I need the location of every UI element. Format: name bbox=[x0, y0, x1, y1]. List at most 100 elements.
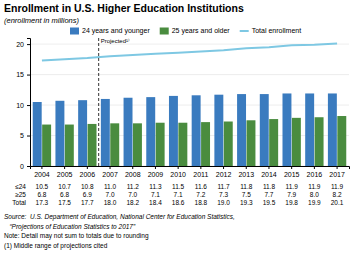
table-row-label: Total bbox=[12, 199, 26, 206]
bar bbox=[305, 93, 314, 166]
bar bbox=[269, 119, 278, 166]
x-tick-label: 2013 bbox=[238, 171, 254, 178]
x-tick: 2017 bbox=[329, 166, 345, 178]
y-tick: 10 bbox=[16, 102, 30, 109]
bar bbox=[146, 97, 155, 166]
table-cell: 11.8 bbox=[263, 183, 276, 190]
table-cell: 11.9 bbox=[331, 183, 344, 190]
grid-line bbox=[30, 135, 349, 136]
table-cell: 18.0 bbox=[104, 199, 117, 206]
legend-swatch bbox=[160, 28, 169, 35]
x-tick-mark bbox=[337, 166, 338, 169]
table-cell: 6.9 bbox=[83, 191, 92, 198]
table-cell: 8.2 bbox=[333, 191, 342, 198]
table-cell: 19.3 bbox=[240, 199, 253, 206]
note: Source: U.S. Department of Education, Na… bbox=[4, 213, 235, 221]
bar bbox=[292, 118, 301, 166]
table-cell: 10.8 bbox=[81, 183, 94, 190]
table-cell: 18.4 bbox=[149, 199, 162, 206]
x-tick: 2013 bbox=[238, 166, 254, 178]
title: Enrollment in U.S. Higher Education Inst… bbox=[4, 2, 244, 14]
table-cell: 11.9 bbox=[308, 183, 321, 190]
y-tick-label: 15 bbox=[16, 71, 24, 78]
x-tick: 2008 bbox=[125, 166, 141, 178]
table-row-label: ≤24 bbox=[15, 183, 26, 190]
bar bbox=[260, 94, 269, 166]
y-tick-mark bbox=[27, 136, 30, 137]
x-tick: 2009 bbox=[148, 166, 164, 178]
x-tick: 2015 bbox=[284, 166, 300, 178]
table-cell: 19.8 bbox=[285, 199, 298, 206]
table-cell: 18.8 bbox=[195, 199, 208, 206]
bar bbox=[237, 94, 246, 166]
x-tick-label: 2009 bbox=[148, 171, 164, 178]
x-tick-mark bbox=[223, 166, 224, 169]
y-tick-mark bbox=[27, 105, 30, 106]
y-axis-line bbox=[27, 39, 31, 167]
table-cell: 11.2 bbox=[127, 183, 140, 190]
table-cell: 7.3 bbox=[219, 191, 228, 198]
y-tick-label: 20 bbox=[16, 41, 24, 48]
bar bbox=[156, 123, 165, 166]
x-tick-mark bbox=[110, 166, 111, 169]
x-tick-mark bbox=[64, 166, 65, 169]
x-tick: 2006 bbox=[80, 166, 96, 178]
y-tick: 20 bbox=[16, 41, 30, 48]
legend-item: 25 years and older bbox=[160, 27, 231, 35]
chart: Enrollment in U.S. Higher Education Inst… bbox=[0, 0, 355, 260]
bar bbox=[337, 116, 346, 166]
annotation: Projected¹⁾ bbox=[101, 38, 130, 44]
x-tick-label: 2004 bbox=[34, 171, 50, 178]
grid-line bbox=[30, 74, 349, 75]
table-cell: 17.7 bbox=[81, 199, 94, 206]
bar bbox=[55, 101, 64, 166]
table-cell: 11.5 bbox=[172, 183, 185, 190]
bar bbox=[169, 96, 178, 166]
note: Note: Detail may not sum to totals due t… bbox=[4, 232, 149, 240]
table-cell: 7.0 bbox=[106, 191, 115, 198]
y-tick-mark bbox=[27, 75, 30, 76]
data-table: ≤2410.510.710.811.011.211.311.511.611.71… bbox=[12, 183, 344, 206]
bar bbox=[124, 98, 133, 166]
legend-swatch bbox=[240, 30, 249, 32]
x-tick-label: 2010 bbox=[170, 171, 186, 178]
x-tick-label: 2011 bbox=[193, 171, 208, 178]
y-tick-label: 10 bbox=[16, 102, 24, 109]
legend: 24 years and younger25 years and olderTo… bbox=[70, 27, 301, 35]
table-cell: 7.1 bbox=[174, 191, 183, 198]
x-tick: 2012 bbox=[216, 166, 232, 178]
bar bbox=[65, 125, 74, 166]
x-tick-mark bbox=[200, 166, 201, 169]
x-tick: 2005 bbox=[57, 166, 73, 178]
bar-series bbox=[33, 93, 337, 166]
x-tick-mark bbox=[132, 166, 133, 169]
plot: 0510152020042005200620072008200920102011… bbox=[16, 38, 349, 178]
bar bbox=[78, 100, 87, 166]
legend-label: 24 years and younger bbox=[82, 27, 150, 35]
table-cell: 11.7 bbox=[217, 183, 230, 190]
legend-item: 24 years and younger bbox=[70, 27, 150, 35]
x-tick-mark bbox=[246, 166, 247, 169]
table-cell: 7.9 bbox=[287, 191, 296, 198]
x-tick-label: 2015 bbox=[284, 171, 300, 178]
bar bbox=[282, 93, 291, 166]
table-cell: 6.8 bbox=[37, 191, 46, 198]
table-cell: 7.0 bbox=[128, 191, 137, 198]
table-cell: 10.7 bbox=[58, 183, 71, 190]
x-tick: 2016 bbox=[307, 166, 323, 178]
y-tick: 15 bbox=[16, 71, 30, 78]
x-tick-mark bbox=[178, 166, 179, 169]
table-cell: 19.9 bbox=[308, 199, 321, 206]
x-tick-label: 2017 bbox=[329, 171, 345, 178]
x-tick: 2004 bbox=[34, 166, 50, 178]
bar bbox=[192, 95, 201, 166]
table-cell: 6.8 bbox=[60, 191, 69, 198]
table-cell: 11.3 bbox=[149, 183, 162, 190]
legend-label: 25 years and older bbox=[172, 27, 231, 35]
x-tick-mark bbox=[314, 166, 315, 169]
y-tick: 5 bbox=[20, 132, 30, 139]
bar bbox=[328, 93, 337, 166]
y-axis: 05101520 bbox=[16, 39, 30, 170]
table-cell: 11.6 bbox=[195, 183, 208, 190]
bar bbox=[42, 125, 51, 166]
